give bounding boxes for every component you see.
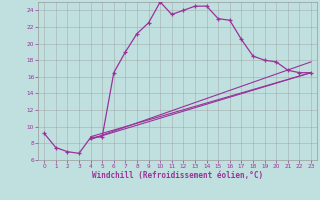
X-axis label: Windchill (Refroidissement éolien,°C): Windchill (Refroidissement éolien,°C) — [92, 171, 263, 180]
